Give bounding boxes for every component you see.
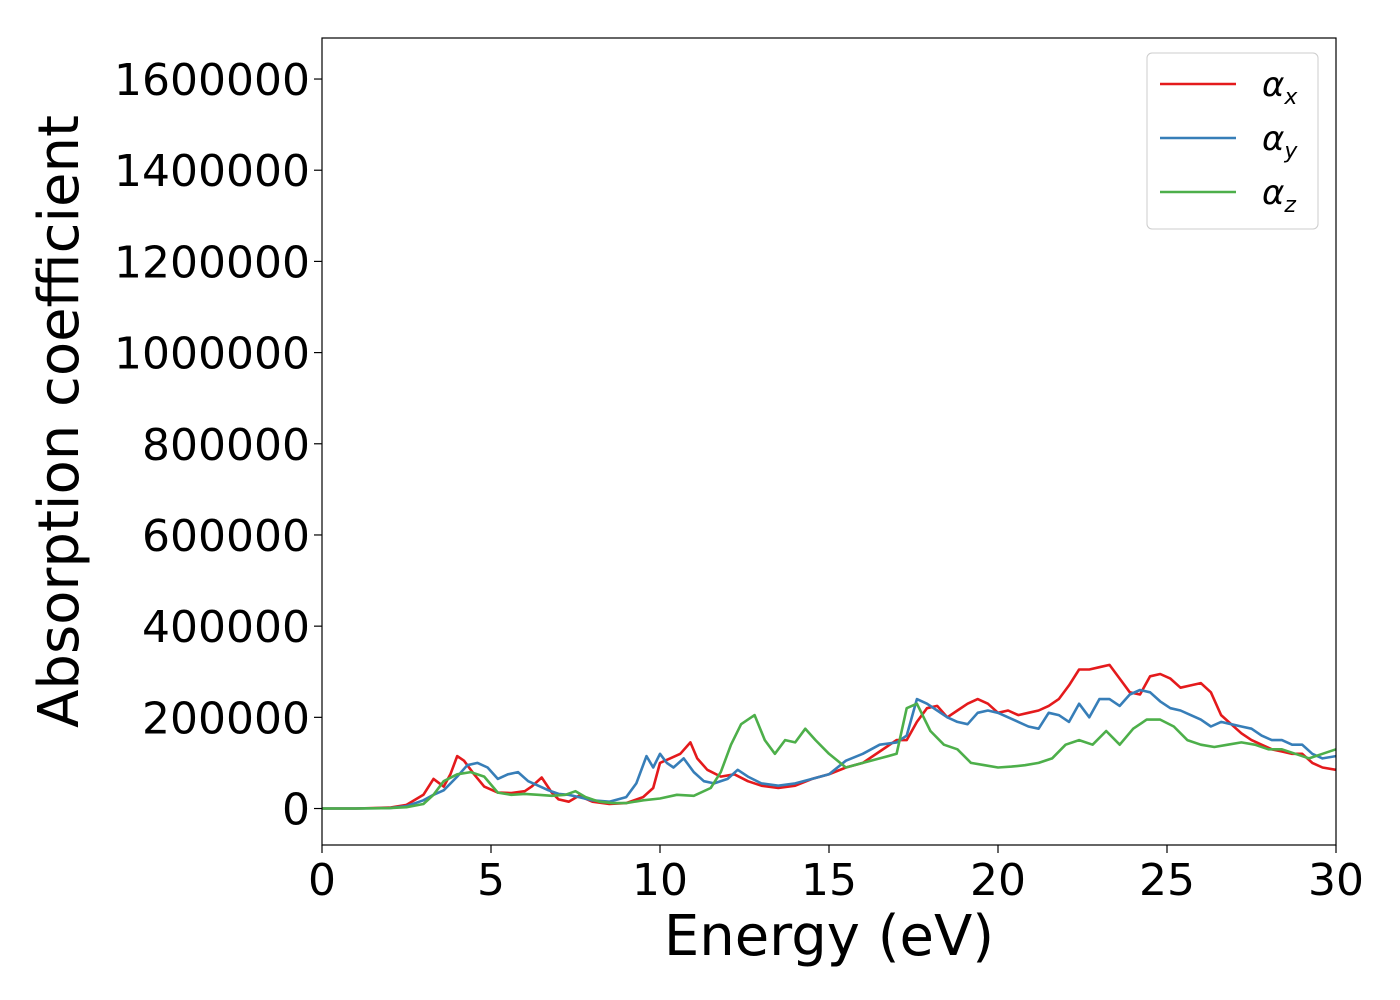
- x-tick-label: 15: [801, 855, 857, 906]
- y-tick-label: 200000: [142, 693, 310, 744]
- x-axis-title: Energy (eV): [664, 904, 994, 969]
- y-tick-label: 800000: [142, 420, 310, 471]
- y-tick-label: 1400000: [114, 146, 310, 197]
- legend-label-z: αz: [1262, 173, 1296, 218]
- series-layer: [322, 663, 1336, 810]
- legend-label-x: αx: [1262, 65, 1298, 110]
- x-tick-label: 30: [1308, 855, 1364, 906]
- y-tick-label: 400000: [142, 602, 310, 653]
- y-tick-label: 1200000: [114, 237, 310, 288]
- series-line-z: [322, 702, 1336, 810]
- legend-box: [1146, 52, 1319, 230]
- series-line-x: [322, 663, 1336, 810]
- x-tick-label: 5: [477, 855, 505, 906]
- x-tick-label: 20: [970, 855, 1026, 906]
- y-tick-label: 1000000: [114, 329, 310, 380]
- legend: αx αy αz: [1146, 52, 1319, 230]
- legend-label-y: αy: [1262, 119, 1298, 164]
- x-axis: 0 5 10 15 20 25 30: [308, 845, 1364, 906]
- series-line-y: [322, 688, 1336, 810]
- x-tick-label: 25: [1139, 855, 1195, 906]
- y-axis-title: Absorption coefficient: [27, 115, 92, 728]
- y-tick-label: 600000: [142, 511, 310, 562]
- y-tick-label: 0: [282, 785, 310, 836]
- y-tick-label: 1600000: [114, 55, 310, 106]
- y-axis: 0 200000 400000 600000 800000 1000000 1200000 1…: [114, 55, 322, 836]
- x-tick-label: 10: [632, 855, 688, 906]
- x-tick-label: 0: [308, 855, 336, 906]
